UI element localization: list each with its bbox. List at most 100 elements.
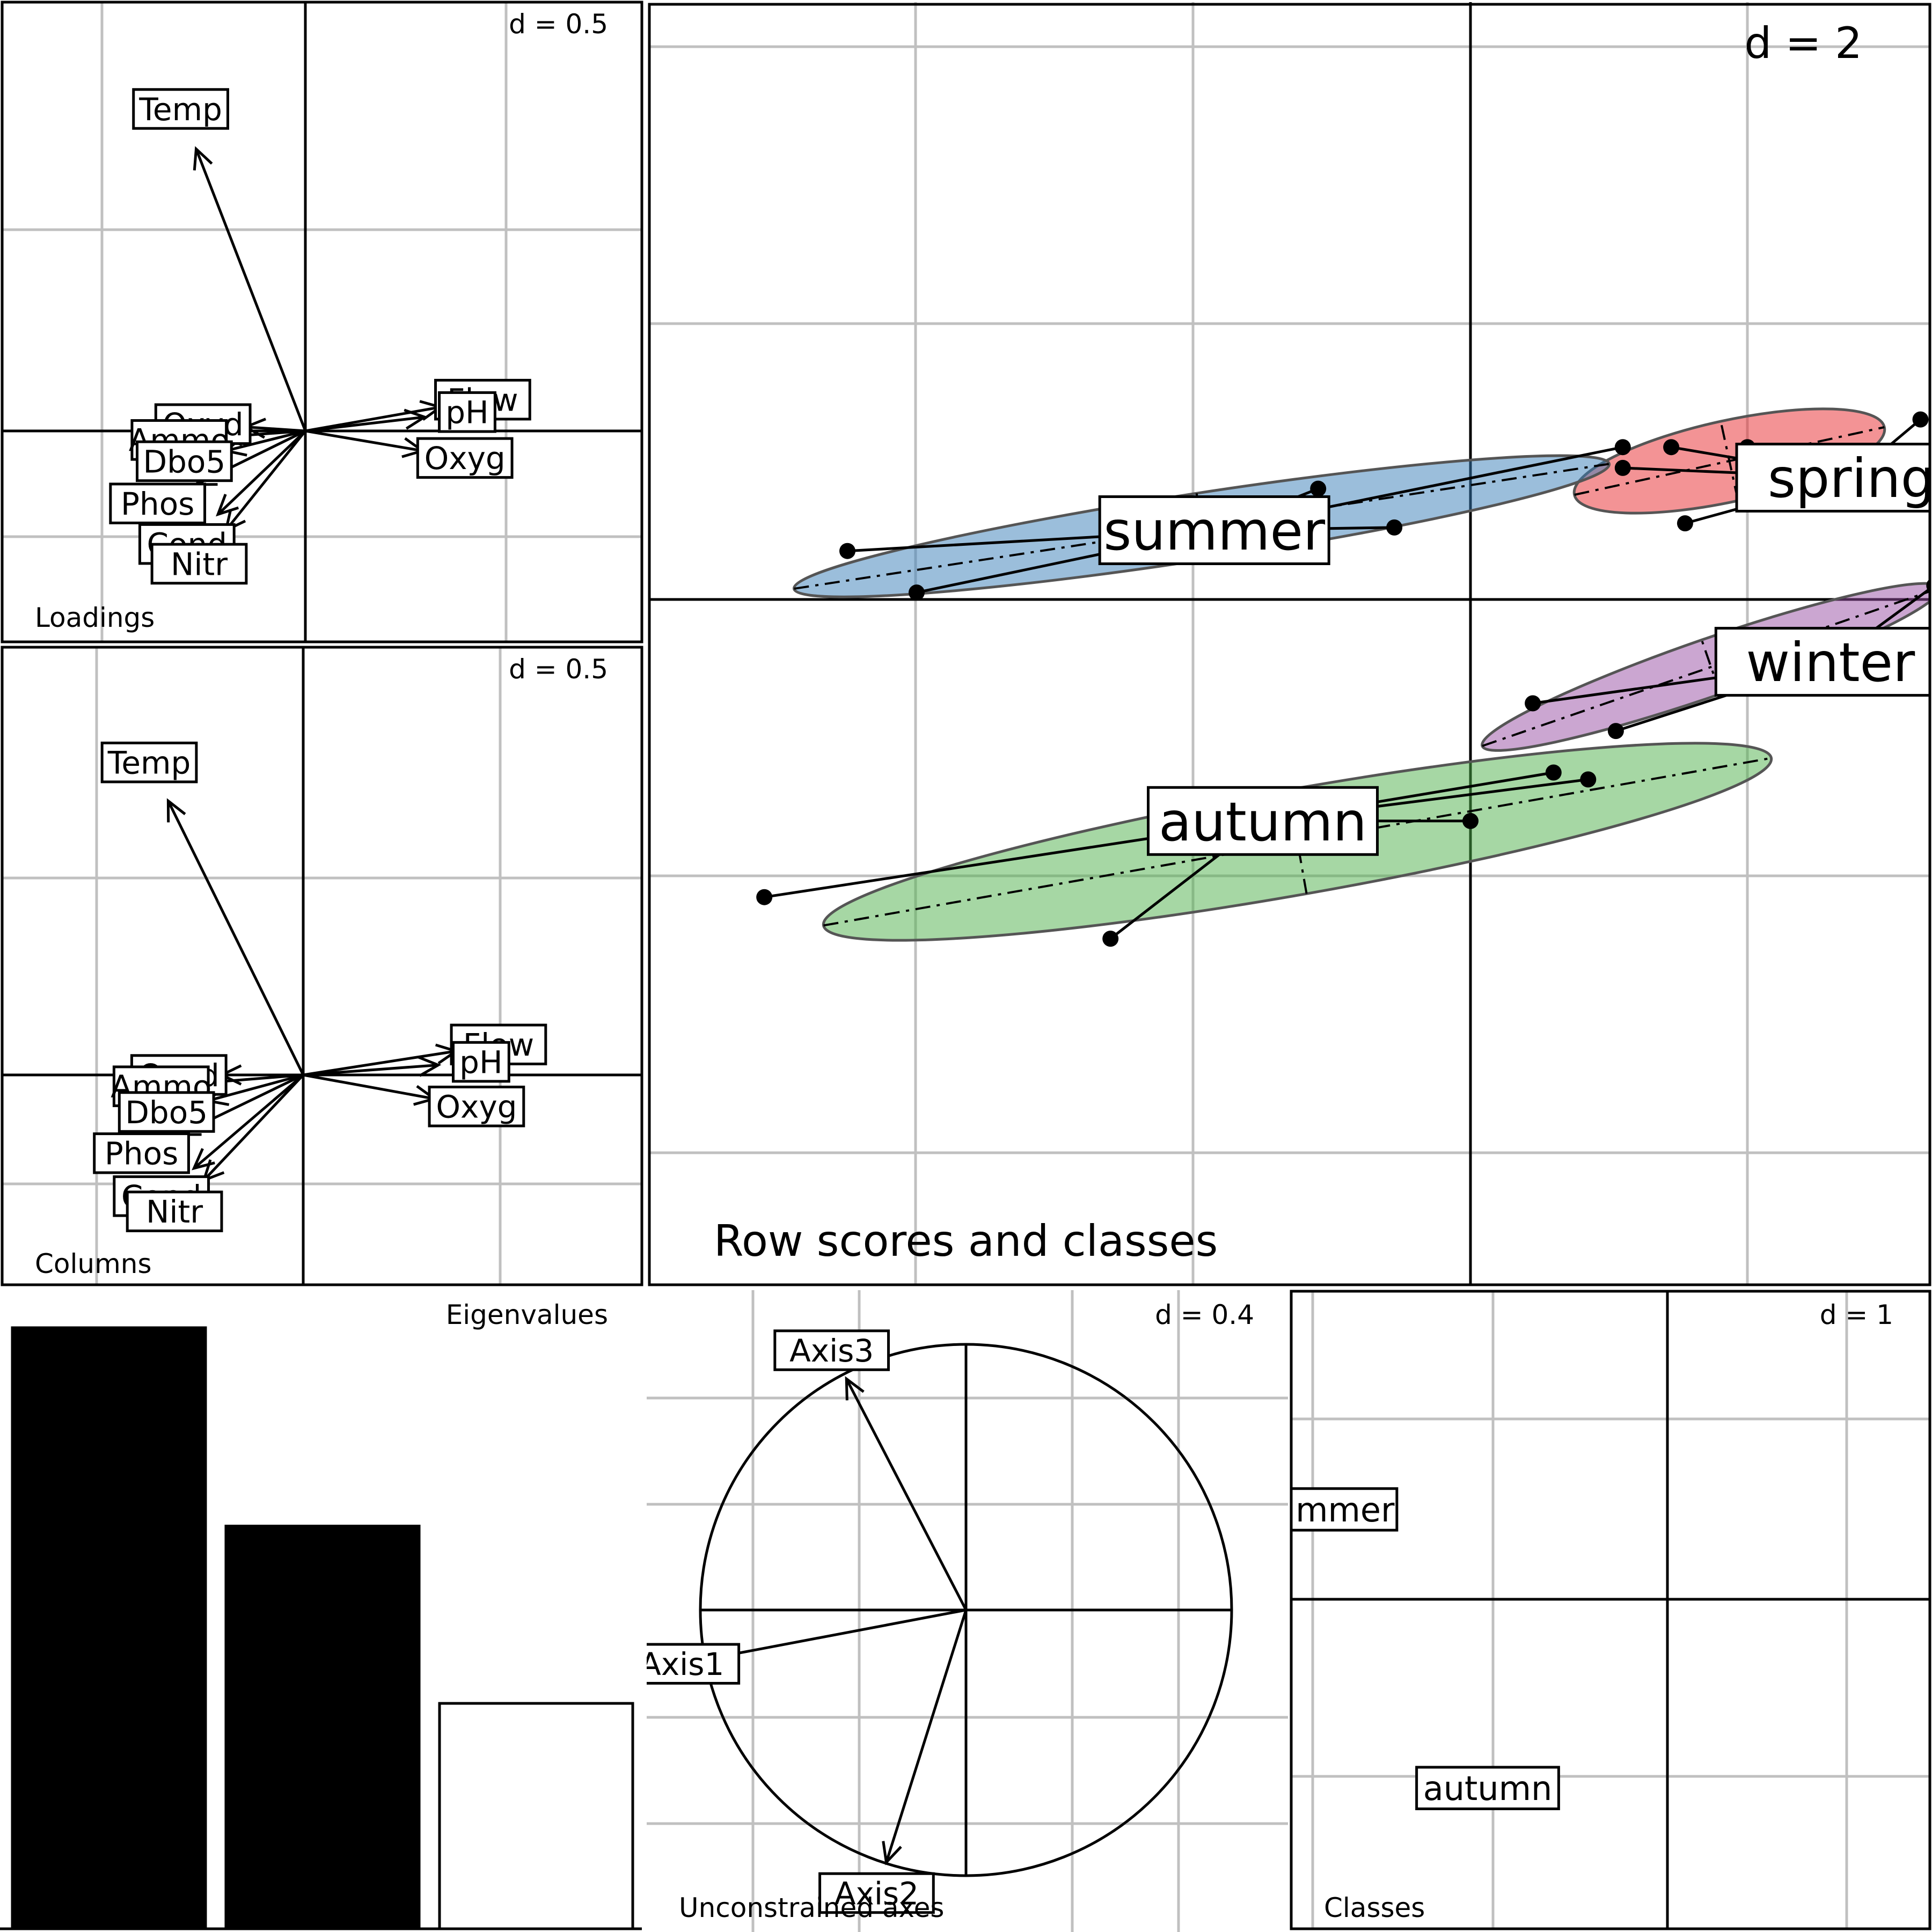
class-spring-minor-axis xyxy=(1719,421,1739,501)
row-scores-panel: spring summer winter autumn xyxy=(649,2,1932,1285)
unconstrained-axis3-arrow xyxy=(845,1378,968,1611)
class-spring-point xyxy=(1677,515,1693,532)
class-spring-point xyxy=(1614,459,1631,476)
class-autumn-point xyxy=(1580,771,1597,788)
eigenvalue-bar-1 xyxy=(11,1326,207,1930)
column-ph-arrowhead xyxy=(418,1056,442,1077)
loading-temp-arrowhead xyxy=(193,146,213,171)
unconstrained-d-label: d = 0.4 xyxy=(1155,1299,1254,1330)
class-winter-point xyxy=(1607,723,1624,740)
class-summer-point xyxy=(1310,480,1327,497)
classes-frame xyxy=(1290,1290,1931,1930)
classes-title: Classes xyxy=(1324,1892,1425,1923)
loading-ph-arrow xyxy=(305,415,425,433)
columns-frame xyxy=(1,646,643,1286)
unconstrained-axis1-arrow xyxy=(713,1608,967,1659)
column-ph-label-text: pH xyxy=(459,1044,502,1081)
column-temp-arrowhead xyxy=(166,798,186,823)
column-nitr-arrow xyxy=(203,1074,304,1181)
loading-ph-label-text: pH xyxy=(445,394,488,431)
classes-d-label: d = 1 xyxy=(1820,1299,1893,1330)
class-summer-label-box xyxy=(1098,495,1330,565)
column-ph-label: pH xyxy=(451,1041,510,1083)
column-dbo5-label-box xyxy=(118,1091,215,1133)
unconstrained-axis1-label-box xyxy=(647,1643,741,1685)
loadings-frame xyxy=(1,1,643,643)
column-nitr-label-text: Nitr xyxy=(146,1194,203,1230)
loading-oxyg-label-box xyxy=(416,437,514,479)
loadings-panel: TempFlowpHOxygOxydAmmoDbo5PhosCondNitr xyxy=(2,2,642,642)
unconstrained-axis3-label-text: Axis3 xyxy=(789,1333,874,1369)
class-autumn-label: autumn xyxy=(1147,786,1379,856)
column-phos-label-box xyxy=(93,1132,190,1174)
loading-nitr-label-text: Nitr xyxy=(171,546,228,582)
column-nitr-label: Nitr xyxy=(126,1190,223,1233)
column-ph-label-box xyxy=(451,1041,510,1083)
eigenvalue-bar-3 xyxy=(438,1702,634,1930)
loading-temp-label-text: Temp xyxy=(138,91,222,128)
class-winter-label: winter xyxy=(1714,627,1930,697)
loading-oxyg-arrow xyxy=(305,429,423,452)
loading-oxyd-arrow xyxy=(245,426,306,433)
class-summer-label: summer xyxy=(1098,495,1330,565)
loading-nitr-label: Nitr xyxy=(150,543,248,585)
class-spring-point xyxy=(1663,439,1680,456)
unconstrained-axes-panel: Axis1 Axis2 Axis3 xyxy=(640,1290,1288,1932)
class-autumn-point xyxy=(1462,813,1479,829)
loadings-d-label: d = 0.5 xyxy=(509,9,608,40)
unconstrained-axis2-label-text: Axis2 xyxy=(835,1875,919,1912)
unconstrained-axis2-label: Axis2 xyxy=(818,1872,935,1914)
column-nitr-label-box xyxy=(126,1190,223,1233)
class-autumn-label-text: autumn xyxy=(1159,791,1367,853)
loading-dbo5-label: Dbo5 xyxy=(136,440,233,482)
row-scores-frame xyxy=(648,3,1931,1286)
column-temp-arrow xyxy=(167,800,305,1076)
class-summer-point xyxy=(909,584,925,601)
column-dbo5-label: Dbo5 xyxy=(118,1091,215,1133)
loading-ph-label: pH xyxy=(438,391,496,433)
class-winter-point xyxy=(1525,695,1541,712)
unconstrained-axis3-label-box xyxy=(773,1329,890,1371)
column-temp-label-box xyxy=(100,741,198,784)
class-autumn-point xyxy=(1545,764,1562,781)
classes-autumn-label-text: autumn xyxy=(1423,1769,1553,1808)
loading-dbo5-label-text: Dbo5 xyxy=(143,443,225,480)
loading-phos-label-box xyxy=(109,482,207,524)
class-autumn-label-box xyxy=(1147,786,1379,856)
column-dbo5-label-text: Dbo5 xyxy=(125,1094,208,1131)
column-cond-arrow xyxy=(193,1074,304,1169)
column-flow-arrow xyxy=(303,1050,457,1077)
unconstrained-axis3-arrowhead xyxy=(845,1376,865,1401)
loading-phos-label: Phos xyxy=(109,482,207,524)
unconstrained-axis1-label-text: Axis1 xyxy=(640,1646,724,1682)
column-oxyg-arrow xyxy=(303,1073,435,1100)
columns-panel: TempFlowpHOxygOxydAmmoDbo5PhosCondNitr xyxy=(2,647,642,1285)
loading-ph-label-box xyxy=(438,391,496,433)
class-winter-label-box xyxy=(1714,627,1930,697)
class-winter-label-text: winter xyxy=(1746,631,1915,694)
unconstrained-title: Unconstrained axes xyxy=(679,1892,944,1923)
eigenvalues-title: Eigenvalues xyxy=(446,1299,608,1330)
loading-temp-arrow xyxy=(195,148,307,431)
class-spring-label-text: spring xyxy=(1768,447,1932,510)
column-dbo5-arrow xyxy=(207,1073,304,1102)
row-scores-title: Row scores and classes xyxy=(714,1216,1218,1266)
column-temp-label-text: Temp xyxy=(107,745,191,781)
class-spring-label-box xyxy=(1735,442,1930,513)
classes-summer-label: summer xyxy=(1257,1487,1399,1532)
class-summer-point xyxy=(839,543,855,559)
unconstrained-axis2-arrowhead xyxy=(882,1841,902,1865)
loading-oxyg-label: Oxyg xyxy=(416,437,514,479)
classes-autumn-label-box xyxy=(1415,1766,1560,1810)
classes-summer-label-text: summer xyxy=(1257,1490,1395,1529)
loading-temp-label: Temp xyxy=(132,88,229,130)
column-oxyg-label-box xyxy=(428,1085,525,1128)
loading-nitr-arrow xyxy=(225,430,306,531)
class-spring-label: spring xyxy=(1735,442,1932,513)
eigenvalues-panel xyxy=(11,1326,634,1930)
class-summer-point xyxy=(1614,439,1631,456)
classes-summer-label-box xyxy=(1291,1487,1399,1532)
column-phos-label-text: Phos xyxy=(105,1136,178,1172)
classes-autumn-label: autumn xyxy=(1415,1766,1560,1810)
